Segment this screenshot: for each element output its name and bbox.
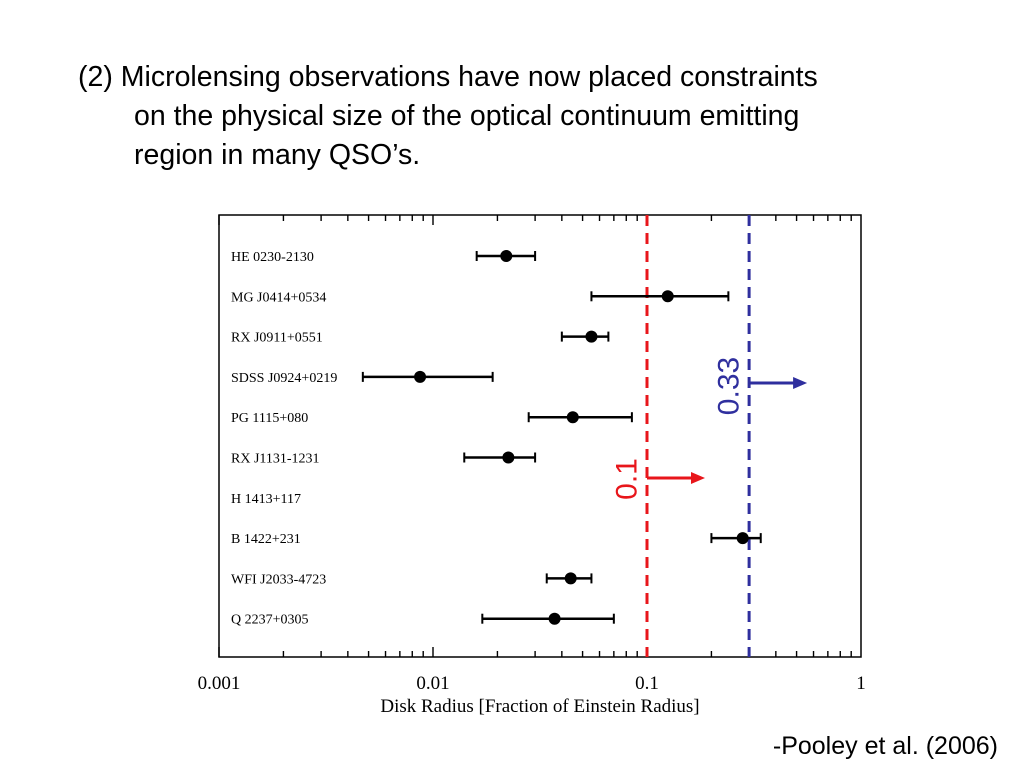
object-label: WFI J2033-4723 xyxy=(231,572,326,587)
object-label: RX J1131-1231 xyxy=(231,452,320,467)
object-labels: HE 0230-2130 MG J0414+0534 RX J0911+0551 SD… xyxy=(231,250,337,628)
object-label: H 1413+117 xyxy=(231,492,301,507)
plot-frame xyxy=(218,214,862,658)
data-points xyxy=(361,250,762,625)
data-point xyxy=(564,572,577,585)
object-label: B 1422+231 xyxy=(231,532,301,547)
reference-arrow-head xyxy=(691,472,705,484)
data-point xyxy=(548,612,561,625)
object-label: HE 0230-2130 xyxy=(231,250,314,265)
bullet-text: (2) Microlensing observations have now p… xyxy=(78,58,998,175)
object-label: Q 2237+0305 xyxy=(231,613,309,628)
x-tick-label: 0.001 xyxy=(198,673,241,694)
x-tick-labels: 0.001 0.01 0.1 1 xyxy=(198,673,866,694)
reference-label-1: 0.1 xyxy=(611,458,644,500)
bullet-line-2: on the physical size of the optical cont… xyxy=(134,100,800,132)
data-point xyxy=(414,370,427,383)
x-tick-label: 0.01 xyxy=(416,673,449,694)
object-label: MG J0414+0534 xyxy=(231,290,326,305)
reference-lines: 0.1 0.33 xyxy=(611,215,808,657)
data-point xyxy=(500,250,513,262)
citation: -Pooley et al. (2006) xyxy=(772,732,998,760)
bullet-line-1: (2) Microlensing observations have now p… xyxy=(78,61,818,93)
object-label: RX J0911+0551 xyxy=(231,331,323,346)
object-label: PG 1115+080 xyxy=(231,411,308,426)
reference-label-2: 0.33 xyxy=(713,357,746,415)
data-point xyxy=(661,290,674,303)
reference-arrow-head xyxy=(793,377,808,389)
x-tick-label: 0.1 xyxy=(635,673,659,694)
axis-ticks xyxy=(218,215,852,657)
object-label: SDSS J0924+0219 xyxy=(231,371,337,386)
x-tick-label: 1 xyxy=(856,673,866,694)
data-point xyxy=(502,451,515,464)
data-point xyxy=(736,532,749,545)
x-axis-label: Disk Radius [Fraction of Einstein Radius… xyxy=(380,696,699,717)
bullet-line-3: region in many QSO’s. xyxy=(134,139,421,171)
data-point xyxy=(566,411,579,424)
data-point xyxy=(585,330,598,343)
